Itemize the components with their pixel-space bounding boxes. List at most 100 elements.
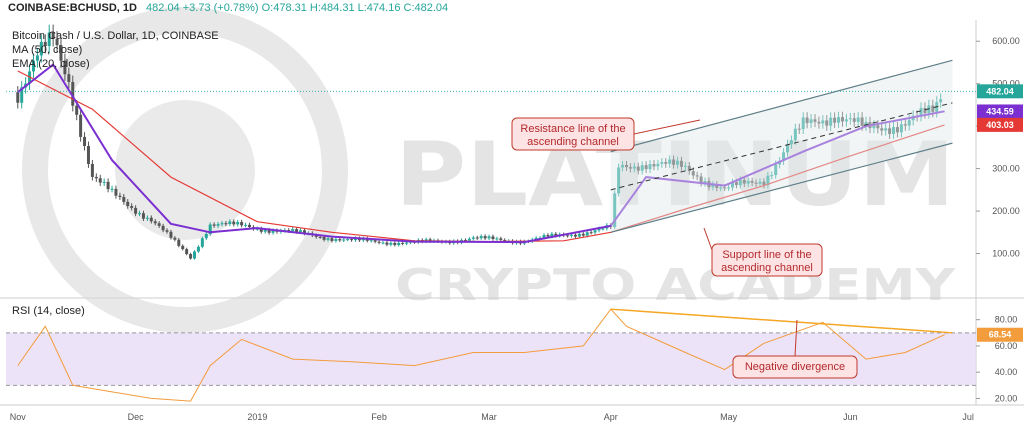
candle-body (833, 117, 837, 123)
candle-body (837, 117, 841, 123)
candle-body (939, 99, 943, 103)
candle-body (758, 181, 762, 184)
candle-body (94, 176, 98, 179)
candle-body (664, 162, 668, 164)
candle-body (463, 240, 467, 242)
candle-body (401, 242, 405, 244)
candle-body (731, 182, 735, 188)
ema-20-line (17, 63, 945, 244)
candle-body (177, 239, 181, 246)
candle-body (149, 217, 153, 222)
divergence-callout-pointer (794, 319, 798, 357)
candle-body (247, 224, 251, 228)
candle-body (369, 240, 373, 242)
candle-body (691, 171, 695, 176)
candle-body (71, 82, 75, 106)
candle-body (354, 238, 358, 241)
candle-body (381, 242, 385, 244)
candle-body (899, 124, 903, 133)
candle-body (204, 233, 208, 239)
time-tick-label: Jul (962, 412, 974, 422)
candle-body (499, 238, 503, 240)
candle-body (621, 164, 625, 168)
channel-resistance-line (610, 59, 953, 153)
time-tick-label: Mar (481, 412, 497, 422)
time-tick-label: Dec (128, 412, 145, 422)
candle-body (240, 222, 244, 226)
time-tick-label: Nov (10, 412, 27, 422)
candle-body (138, 213, 142, 215)
candle-body (785, 144, 789, 153)
candle-body (255, 228, 259, 230)
candle-body (467, 238, 471, 241)
candle-body (373, 240, 377, 242)
candle-body (856, 117, 860, 122)
candle-body (782, 152, 786, 161)
candle-body (742, 179, 746, 184)
support-callout-box (711, 243, 823, 277)
candle-body (385, 242, 389, 245)
price-tick-label: 300.00 (992, 164, 1020, 174)
candle-body (475, 237, 479, 239)
candle-body (534, 237, 538, 240)
candle-body (542, 235, 546, 238)
symbol-label: COINBASE:BCHUSD, 1D (8, 2, 137, 14)
candle-body (208, 224, 212, 234)
ma-price-tag-bg (977, 117, 1023, 132)
price-tick-label: 600.00 (992, 36, 1020, 46)
candle-body (624, 164, 628, 168)
candle-body (719, 187, 723, 189)
candle-body (491, 236, 495, 239)
candle-body (153, 221, 157, 224)
candle-body (291, 229, 295, 232)
symbol-header: COINBASE:BCHUSD, 1D 482.04 +3.73 (+0.78%… (8, 2, 448, 14)
candle-body (581, 233, 585, 236)
candle-body (503, 239, 507, 242)
candle-body (715, 184, 719, 188)
candle-body (809, 119, 813, 124)
candle-body (39, 41, 43, 56)
candle-body (346, 239, 350, 241)
candle-body (789, 140, 793, 145)
candle-body (554, 233, 558, 236)
candle-body (193, 251, 197, 259)
rsi-tick-label: 40.00 (995, 367, 1018, 377)
candle-body (876, 125, 880, 129)
candle-body (656, 163, 660, 167)
candle-body (47, 32, 51, 47)
candle-body (114, 188, 118, 196)
watermark-logo-ring (22, 7, 348, 333)
candle-body (695, 175, 699, 177)
candle-body (844, 119, 848, 122)
divergence-callout-text: Negative divergence (745, 361, 845, 373)
candle-body (31, 60, 35, 72)
channel-midline (610, 102, 953, 191)
candle-body (840, 117, 844, 122)
candle-body (813, 119, 817, 122)
support-callout-pointer (703, 227, 713, 251)
rsi-tick-label: 20.00 (995, 393, 1018, 403)
candle-body (852, 118, 856, 122)
candle-body (895, 127, 899, 133)
candle-body (613, 193, 617, 228)
candle-body (20, 87, 24, 103)
last-price-tag: 482.04 (986, 86, 1014, 96)
candle-body (644, 165, 648, 170)
watermark-logo-coin (115, 100, 255, 240)
candle-body (224, 223, 228, 225)
candle-body (145, 217, 149, 219)
price-tick-label: 500.00 (992, 79, 1020, 89)
candle-body (63, 60, 67, 75)
last-price-tag-bg (977, 84, 1023, 99)
candle-body (880, 128, 884, 131)
candle-body (770, 175, 774, 177)
candle-body (727, 187, 731, 189)
candle-body (326, 238, 330, 240)
ema-price-tag: 434.59 (986, 106, 1014, 116)
candle-body (350, 239, 354, 241)
candle-body (302, 230, 306, 234)
rsi-tick-label: 80.00 (995, 315, 1018, 325)
candle-body (79, 114, 83, 137)
candle-body (793, 128, 797, 141)
